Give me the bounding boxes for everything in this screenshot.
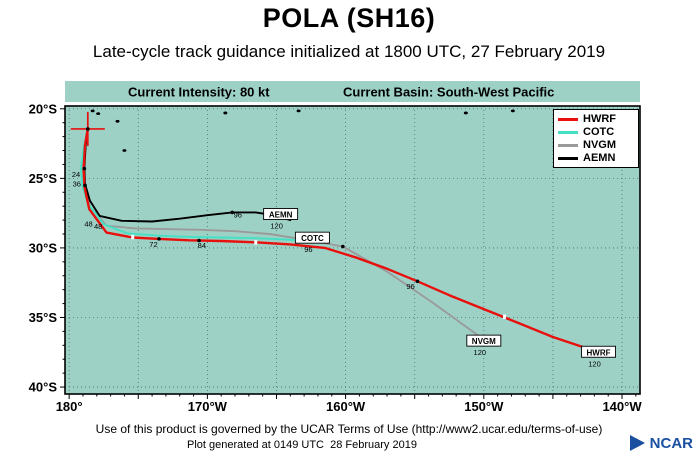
- model-end-hour-label: 120: [588, 359, 601, 368]
- legend-line-cotc: [558, 130, 578, 134]
- hour-point-marker: [157, 237, 161, 241]
- current-basin-label: Current Basin: South-West Pacific: [343, 84, 555, 99]
- gridlines: [65, 106, 640, 394]
- island-dot: [96, 112, 101, 116]
- island-dot: [122, 149, 127, 152]
- model-end-hour-label: 120: [474, 348, 487, 357]
- island-dot: [115, 119, 120, 123]
- forecast-hour-label: 48: [84, 219, 92, 228]
- island-dot: [90, 109, 95, 113]
- interval-marker: [503, 314, 507, 319]
- y-axis-label: 40°S: [29, 380, 58, 395]
- hour-point-marker: [341, 244, 345, 249]
- legend-entry-aemn: AEMN: [558, 152, 634, 164]
- model-end-label: NVGM: [472, 337, 496, 346]
- y-axis-label: 25°S: [29, 171, 58, 186]
- legend-entry-hwrf: HWRF: [558, 113, 634, 125]
- model-end-label: HWRF: [587, 348, 611, 357]
- forecast-hour-label: 24: [72, 170, 80, 179]
- x-axis-label: 150°W: [464, 399, 504, 414]
- legend-line-hwrf: [558, 117, 578, 121]
- model-end-label-box: [581, 345, 616, 358]
- hour-point-marker: [415, 279, 420, 284]
- legend-label: COTC: [583, 126, 615, 138]
- model-end-hour-label: 96: [304, 245, 312, 254]
- init-subtitle: Late-cycle track guidance initialized at…: [92, 42, 606, 61]
- island-dot: [296, 109, 301, 113]
- current-intensity-label: Current Intensity: 80 kt: [128, 84, 270, 99]
- x-axis-label: 170°W: [188, 399, 228, 414]
- legend-entry-cotc: COTC: [558, 126, 634, 138]
- terms-text: Use of this product is governed by the U…: [95, 422, 603, 436]
- x-axis-label: 160°W: [326, 399, 366, 414]
- storm-title: POLA (SH16): [262, 3, 436, 33]
- interval-marker: [131, 234, 135, 240]
- plot-area: [65, 106, 640, 394]
- forecast-hour-label: 36: [73, 180, 81, 189]
- model-end-label-box: [294, 231, 330, 244]
- forecast-hour-label: 72: [149, 240, 157, 249]
- hour-point-marker: [230, 210, 235, 215]
- model-end-label-box: [466, 334, 502, 347]
- track-cotc: [79, 128, 315, 242]
- legend-label: NVGM: [583, 139, 616, 151]
- legend-line-aemn: [558, 156, 578, 160]
- forecast-hour-label: 48: [94, 222, 102, 231]
- legend: HWRF COTC NVGM AEMN: [553, 109, 639, 168]
- model-end-label: AEMN: [269, 211, 293, 220]
- model-end-label: COTC: [301, 234, 324, 243]
- legend-line-nvgm: [558, 143, 578, 147]
- legend-label: HWRF: [583, 113, 616, 125]
- x-axis-label: 180°: [56, 399, 83, 414]
- legend-label: AEMN: [583, 152, 616, 164]
- model-end-hour-label: 120: [270, 222, 283, 231]
- start-point: [86, 127, 90, 131]
- legend-entry-nvgm: NVGM: [558, 139, 634, 151]
- forecast-hour-label: 84: [198, 241, 206, 250]
- ncar-logo-icon: [629, 435, 645, 451]
- ncar-logo: NCAR: [628, 433, 693, 453]
- generated-text: Plot generated at 0149 UTC 28 February 2…: [187, 439, 417, 451]
- forecast-hour-label: 96: [234, 210, 242, 219]
- forecast-hour-label: 96: [406, 282, 414, 291]
- interval-marker: [254, 240, 258, 245]
- plot-border: [64, 105, 641, 395]
- y-axis-label: 20°S: [29, 101, 58, 116]
- ncar-logo-text: NCAR: [649, 434, 693, 452]
- islands: [90, 109, 515, 152]
- island-dot: [510, 109, 515, 113]
- island-dot: [463, 111, 468, 115]
- axis-ticks: [60, 108, 637, 399]
- hour-point-marker: [82, 166, 87, 171]
- hour-point-marker: [197, 238, 201, 243]
- y-axis-label: 30°S: [29, 240, 58, 255]
- model-end-label-box: [263, 208, 299, 220]
- x-axis-label: 140°W: [602, 399, 642, 414]
- y-axis-label: 35°S: [29, 310, 58, 325]
- island-dot: [223, 111, 228, 115]
- hour-point-marker: [83, 183, 87, 188]
- info-band: Current Intensity: 80 kt Current Basin: …: [65, 81, 640, 102]
